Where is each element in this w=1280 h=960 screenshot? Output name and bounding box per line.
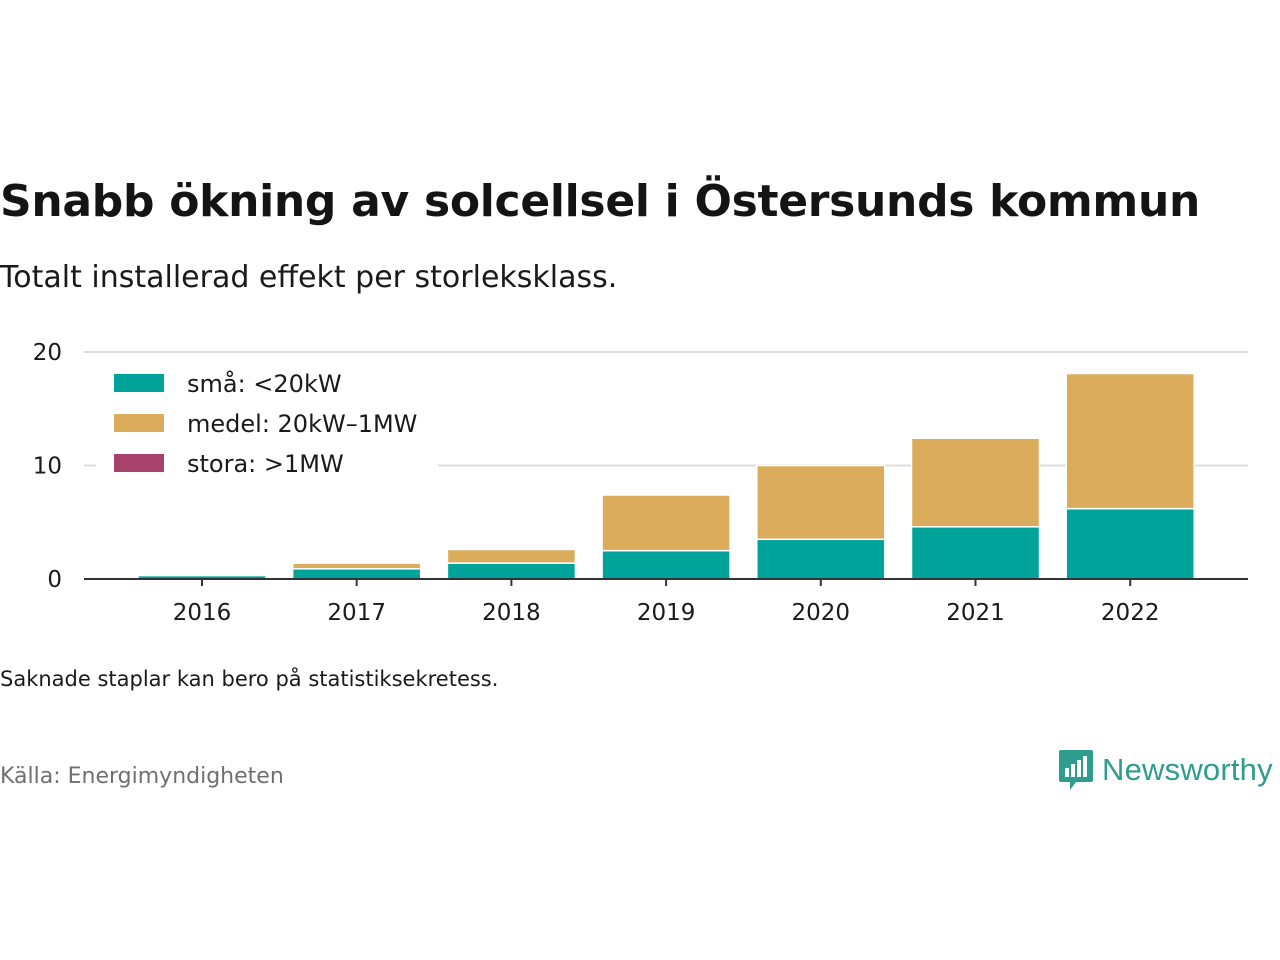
y-axis: 0 10 20: [33, 340, 62, 593]
y-tick-label: 10: [33, 454, 62, 480]
y-tick-label: 20: [33, 340, 62, 366]
bar-segment: [446, 548, 577, 564]
x-tick-label: 2022: [1101, 600, 1160, 626]
x-tick-label: 2019: [637, 600, 696, 626]
bar-segment: [1065, 507, 1195, 580]
x-tick-label: 2018: [482, 600, 541, 626]
bar-segment: [756, 538, 886, 580]
bar-segment: [1065, 372, 1195, 510]
brand-logo[interactable]: Newsworthy: [1058, 748, 1273, 792]
legend-label: medel: 20kW–1MW: [187, 410, 417, 438]
bar-segment: [601, 494, 731, 552]
legend: små: <20kW medel: 20kW–1MW stora: >1MW: [96, 360, 438, 480]
legend-swatch: [114, 374, 164, 392]
bar-chart: 0 10 20 2016 2017 2018 2019 2020 2021 2022 små: …: [33, 340, 1248, 626]
source-credit: Källa: Energimyndigheten: [0, 764, 284, 789]
bars: [137, 372, 1195, 580]
bar-segment: [601, 549, 731, 580]
bar-segment: [756, 464, 886, 541]
newsworthy-logo-icon: [1059, 750, 1093, 790]
x-tick-label: 2016: [173, 600, 232, 626]
brand-name: Newsworthy: [1102, 752, 1273, 787]
legend-label: stora: >1MW: [187, 450, 344, 478]
legend-swatch: [114, 454, 164, 472]
legend-swatch: [114, 414, 164, 432]
x-tick-label: 2020: [792, 600, 851, 626]
y-tick-label: 0: [47, 567, 62, 593]
bar-segment: [910, 437, 1041, 528]
bar-segment: [910, 526, 1041, 580]
chart-subtitle: Totalt installerad effekt per storlekskl…: [0, 260, 618, 295]
footnote: Saknade staplar kan bero på statistiksek…: [0, 667, 499, 691]
legend-label: små: <20kW: [187, 369, 342, 398]
bar-segment: [446, 562, 577, 580]
bar-segment: [291, 562, 422, 570]
x-tick-label: 2017: [327, 600, 386, 626]
x-tick-label: 2021: [946, 600, 1005, 626]
bar-segment: [291, 568, 422, 580]
chart-title: Snabb ökning av solcellsel i Östersunds …: [0, 176, 1201, 227]
x-axis: 2016 2017 2018 2019 2020 2021 2022: [84, 578, 1248, 626]
